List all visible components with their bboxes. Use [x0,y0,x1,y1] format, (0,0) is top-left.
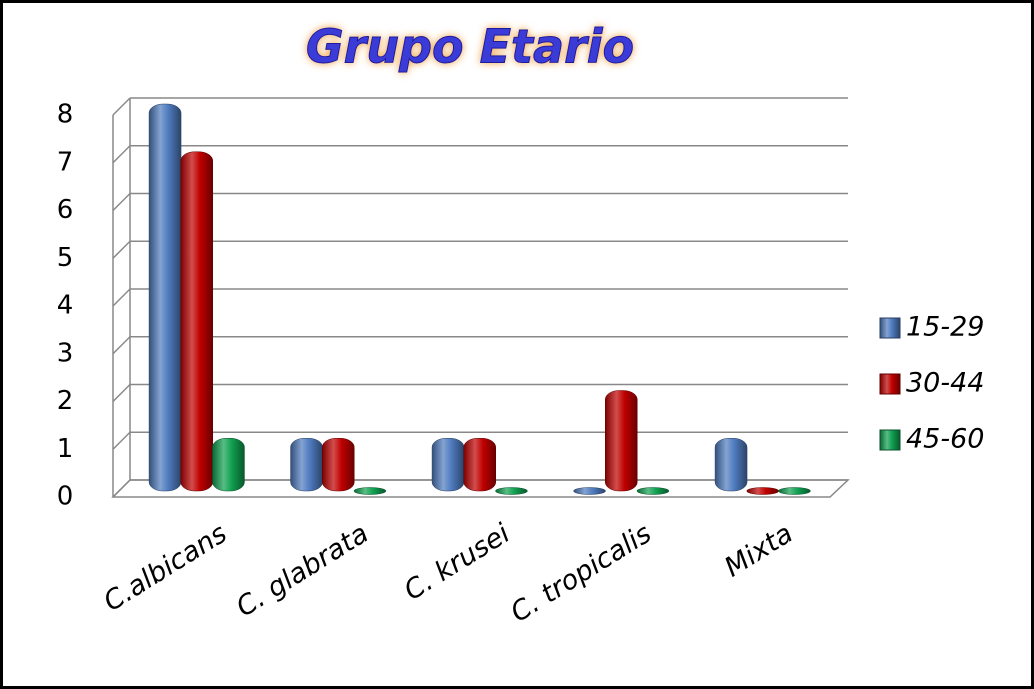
bar [322,438,355,492]
y-tick-label: 4 [57,291,74,321]
legend-swatch [879,373,901,395]
bar [180,151,213,492]
bar [212,438,245,492]
y-tick-label: 6 [57,195,74,225]
bar [495,487,528,495]
grid-line [112,145,131,164]
grid-line [112,479,131,498]
bar [636,487,670,495]
y-tick-label: 3 [57,338,74,368]
y-tick-label: 0 [57,482,74,512]
y-tick-label: 1 [57,434,74,464]
bar [605,390,638,492]
y-tick-label: 5 [57,243,74,273]
y-tick-label: 8 [57,100,74,130]
grid-line [112,383,131,403]
legend-swatch [879,429,901,451]
grid-line [112,97,131,116]
grid-line [112,288,131,307]
legend-label: 30-44 [906,368,984,399]
bar [290,438,323,492]
bar [463,438,496,492]
legend-label: 15-29 [906,312,984,343]
grid-line [112,431,131,450]
legend-swatch [879,317,901,339]
y-tick-label: 2 [57,386,74,416]
grid-line [112,240,131,259]
y-tick-label: 7 [57,147,74,177]
bar [431,438,465,492]
chart-title: Grupo Etario [306,20,634,74]
bar [573,487,606,495]
grid-line [112,192,131,212]
bar [714,438,748,492]
bar [148,103,182,492]
bar [778,487,811,495]
grid-line [112,336,131,355]
legend-label: 45-60 [906,424,984,455]
bar [746,487,779,495]
bar [353,487,387,495]
